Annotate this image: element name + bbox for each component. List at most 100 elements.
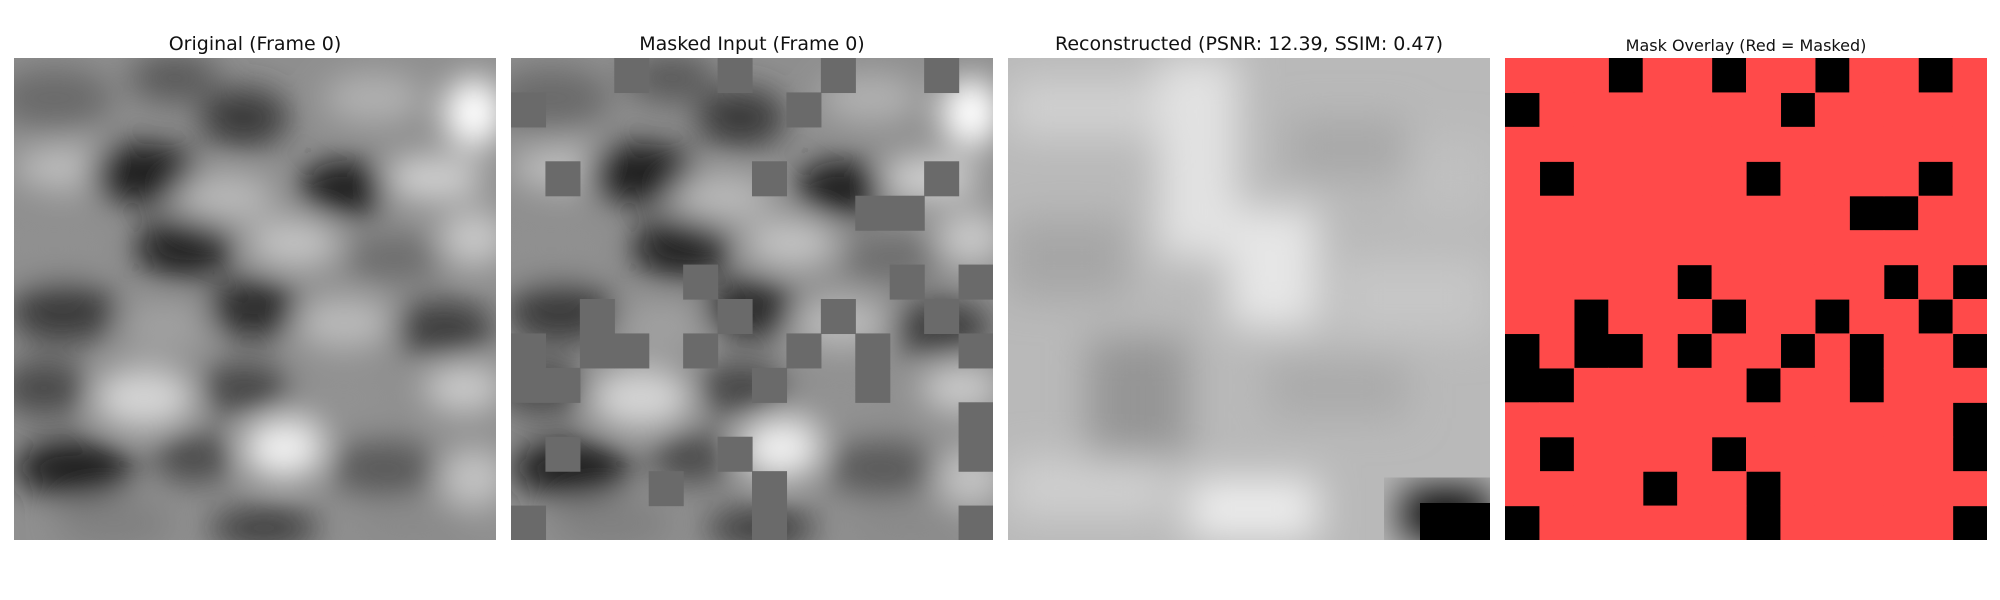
mask-cell-masked: [1677, 505, 1713, 540]
mask-cell-masked: [1677, 195, 1713, 231]
masked-patch: [648, 471, 684, 507]
mask-cell-masked: [1952, 92, 1987, 128]
mask-cell-masked: [1952, 471, 1987, 507]
mask-cell-masked: [1608, 264, 1644, 300]
mask-cell-masked: [1539, 126, 1575, 162]
mask-cell-masked: [1642, 230, 1678, 266]
mask-cell-masked: [1814, 161, 1850, 197]
mask-cell-masked: [1608, 92, 1644, 128]
masked-patch: [545, 367, 581, 403]
mask-cell-masked: [1573, 505, 1609, 540]
mask-cell-masked: [1608, 436, 1644, 472]
mask-cell-masked: [1883, 126, 1919, 162]
masked-patch: [717, 436, 753, 472]
mask-cell-masked: [1814, 126, 1850, 162]
mask-cell-masked: [1883, 471, 1919, 507]
mask-cell-masked: [1883, 505, 1919, 540]
mask-cell-masked: [1814, 195, 1850, 231]
mask-cell-masked: [1814, 436, 1850, 472]
masked-patch: [855, 195, 891, 231]
masked-patch: [511, 367, 547, 403]
mask-cell-masked: [1505, 161, 1541, 197]
mask-cell-masked: [1642, 367, 1678, 403]
mask-cell-masked: [1780, 58, 1816, 94]
mask-cell-masked: [1505, 402, 1541, 438]
mask-cell-masked: [1814, 92, 1850, 128]
panel-mask-overlay: Mask Overlay (Red = Masked): [1505, 0, 1987, 600]
mask-cell-masked: [1746, 264, 1782, 300]
mask-cell-masked: [1711, 402, 1747, 438]
masked-patch: [752, 471, 788, 507]
mask-cell-masked: [1677, 367, 1713, 403]
mask-cell-masked: [1608, 505, 1644, 540]
mask-cell-masked: [1746, 230, 1782, 266]
mask-cell-masked: [1505, 471, 1541, 507]
mask-cell-masked: [1539, 333, 1575, 369]
mask-cell-masked: [1677, 230, 1713, 266]
mask-cell-masked: [1746, 402, 1782, 438]
mask-cell-masked: [1952, 58, 1987, 94]
mask-cell-masked: [1883, 333, 1919, 369]
mask-cell-masked: [1952, 299, 1987, 335]
mask-cell-masked: [1505, 436, 1541, 472]
masked-patch: [683, 264, 719, 300]
mask-cell-masked: [1505, 230, 1541, 266]
panel-reconstructed: Reconstructed (PSNR: 12.39, SSIM: 0.47): [1008, 0, 1490, 600]
panel-title-mask-overlay: Mask Overlay (Red = Masked): [1625, 36, 1867, 55]
mask-cell-masked: [1746, 58, 1782, 94]
mask-cell-masked: [1780, 230, 1816, 266]
masked-patch: [614, 333, 650, 369]
mask-cell-masked: [1711, 126, 1747, 162]
mask-cell-masked: [1918, 230, 1954, 266]
mask-cell-masked: [1573, 126, 1609, 162]
mask-cell-masked: [1573, 58, 1609, 94]
mask-cell-masked: [1918, 333, 1954, 369]
mask-cell-masked: [1677, 92, 1713, 128]
mask-cell-masked: [1539, 299, 1575, 335]
masked-patch: [511, 92, 547, 128]
mask-cell-masked: [1883, 230, 1919, 266]
masked-patch: [958, 436, 993, 472]
masked-patch: [752, 161, 788, 197]
mask-cell-masked: [1505, 126, 1541, 162]
mask-cell-masked: [1677, 126, 1713, 162]
masked-patch: [717, 58, 753, 94]
mask-cell-masked: [1849, 471, 1885, 507]
mask-cell-masked: [1711, 195, 1747, 231]
mask-cell-masked: [1814, 367, 1850, 403]
mask-cell-masked: [1573, 264, 1609, 300]
mask-cell-masked: [1573, 402, 1609, 438]
masked-patch: [752, 367, 788, 403]
mask-cell-masked: [1918, 264, 1954, 300]
mask-cell-masked: [1505, 58, 1541, 94]
masked-patch: [958, 264, 993, 300]
mask-cell-masked: [1918, 92, 1954, 128]
mask-cell-masked: [1539, 264, 1575, 300]
mask-cell-masked: [1539, 92, 1575, 128]
mask-cell-masked: [1711, 92, 1747, 128]
mask-cell-masked: [1642, 505, 1678, 540]
mask-cell-masked: [1505, 264, 1541, 300]
masked-patch: [545, 436, 581, 472]
mask-cell-masked: [1918, 367, 1954, 403]
masked-patch: [511, 333, 547, 369]
mask-cell-masked: [1573, 367, 1609, 403]
mask-cell-masked: [1505, 195, 1541, 231]
overlay-cells: [1505, 58, 1987, 540]
mask-cell-masked: [1952, 126, 1987, 162]
mask-cell-masked: [1746, 92, 1782, 128]
masked-patch: [579, 333, 615, 369]
mask-cell-masked: [1573, 471, 1609, 507]
mask-cell-masked: [1573, 436, 1609, 472]
mask-cell-masked: [1883, 436, 1919, 472]
mask-cell-masked: [1677, 58, 1713, 94]
mask-cell-masked: [1849, 126, 1885, 162]
mask-cell-masked: [1711, 367, 1747, 403]
mask-cell-masked: [1642, 333, 1678, 369]
mask-cell-masked: [1849, 436, 1885, 472]
mask-cell-masked: [1952, 367, 1987, 403]
masked-patch: [820, 58, 856, 94]
mask-cell-masked: [1608, 161, 1644, 197]
mask-cell-masked: [1573, 195, 1609, 231]
masked-patch: [545, 161, 581, 197]
